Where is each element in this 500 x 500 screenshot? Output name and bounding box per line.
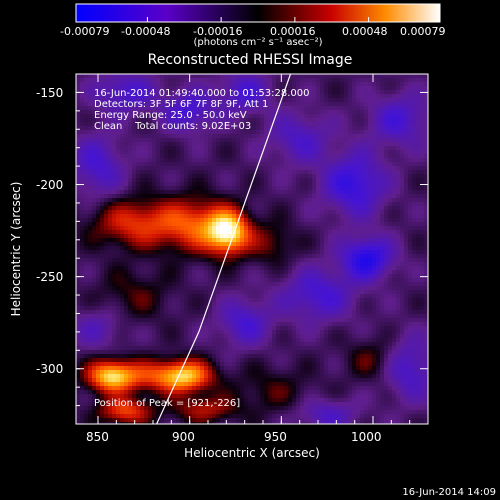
energy-range: Energy Range: 25.0 - 50.0 keV [94,110,247,121]
colorbar-tick-label-2: -0.00016 [193,25,243,38]
y-tick-label-150: -150 [36,86,64,100]
x-tick-label-1000: 1000 [351,430,382,444]
x-tick-label-900: 900 [172,430,195,444]
detectors-info: Detectors: 3F 5F 6F 7F 8F 9F, Att 1 [94,99,269,110]
chart-title: Reconstructed RHESSI Image [147,52,353,68]
plot-frame [75,73,429,425]
x-axis-label: Heliocentric X (arcsec) [184,446,320,460]
colorbar-ticks [75,17,441,22]
solar-limb-curve [156,74,292,424]
colorbar-units: (photons cm⁻² s⁻¹ asec⁻²) [193,37,323,48]
colorbar-tick-label-3: 0.00016 [270,25,316,38]
colorbar-tick-label-5: 0.00079 [400,25,446,38]
colorbar [75,3,441,23]
x-tick-label-850: 850 [86,430,109,444]
y-tick-label-250: -250 [36,270,64,284]
render-timestamp: 16-Jun-2014 14:09 [402,487,496,498]
time-range: 16-Jun-2014 01:49:40.000 to 01:53:28.000 [94,88,310,99]
colorbar-tick-label-1: -0.00048 [121,25,171,38]
axis-ticks [76,73,428,425]
peak-position: Position of Peak = [921,-226] [94,398,241,409]
colorbar-tick-label-0: -0.00079 [60,25,110,38]
y-axis-label: Heliocentric Y (arcsec) [9,181,23,317]
heatmap-image [76,74,428,424]
y-tick-label-300: -300 [36,362,64,376]
clean-counts: Clean Total counts: 9.02E+03 [94,121,252,132]
colorbar-tick-label-4: 0.00048 [342,25,388,38]
y-tick-label-200: -200 [36,178,64,192]
x-tick-label-950: 950 [264,430,287,444]
